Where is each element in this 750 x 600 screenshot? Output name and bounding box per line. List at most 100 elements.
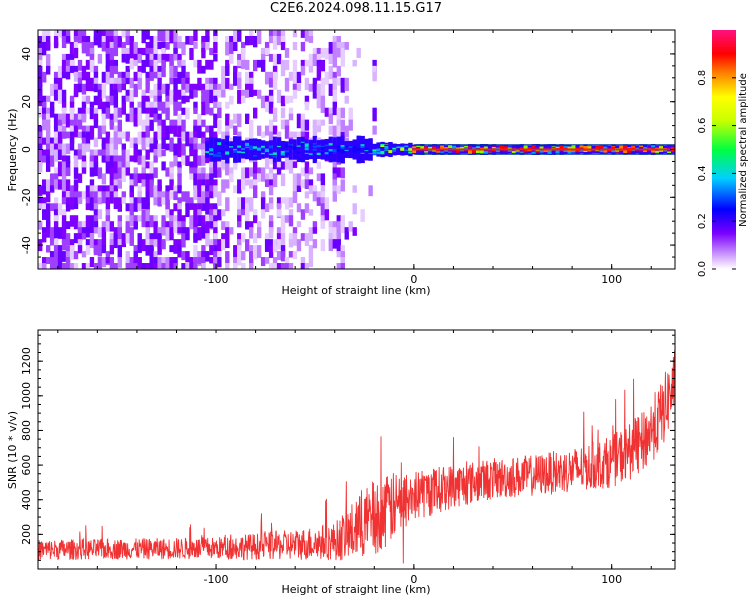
heatmap-cell (268, 101, 274, 114)
heatmap-cell (153, 263, 158, 269)
heatmap-cell (53, 179, 59, 190)
heatmap-cell (324, 107, 330, 117)
heatmap-cell (241, 59, 246, 69)
heatmap-cell (117, 179, 123, 189)
heatmap-cell (81, 83, 87, 95)
heatmap-cell (320, 59, 326, 72)
heatmap-band-core (583, 150, 588, 153)
heatmap-band-core (360, 145, 365, 147)
heatmap-cell (85, 77, 91, 89)
heatmap-band-core (320, 152, 326, 154)
heatmap-cell (109, 173, 115, 188)
heatmap-cell (217, 107, 222, 119)
heatmap-cell (149, 107, 154, 118)
heatmap-cell (332, 239, 337, 249)
heatmap-band-core (639, 149, 644, 153)
heatmap-cell (97, 185, 103, 194)
heatmap-cell (53, 35, 59, 46)
heatmap-cell (185, 95, 190, 103)
heatmap-cell (181, 125, 186, 136)
heatmap-cell (141, 197, 146, 209)
heatmap-cell (284, 197, 290, 210)
heatmap-cell (213, 203, 218, 210)
heatmap-band-core (316, 152, 322, 156)
heatmap-cell (61, 125, 67, 135)
heatmap-cell (69, 65, 75, 73)
heatmap-cell (185, 197, 190, 207)
heatmap-cell (268, 221, 274, 233)
heatmap-cell (308, 185, 314, 194)
heatmap-cell (233, 263, 238, 269)
heatmap-band-core (360, 144, 365, 148)
heatmap-cell (201, 227, 206, 239)
heatmap-band-core (304, 147, 310, 151)
heatmap-cell (141, 89, 146, 101)
heatmap-cell (185, 203, 190, 218)
heatmap-cell (177, 77, 182, 84)
heatmap-cell (328, 221, 334, 228)
heatmap-cell (69, 101, 75, 112)
heatmap-cell (296, 131, 302, 139)
heatmap-cell (324, 197, 330, 212)
heatmap-cell (205, 173, 210, 185)
heatmap-band-core (380, 148, 385, 150)
heatmap-band-core (372, 147, 377, 150)
heatmap-cell (225, 113, 230, 126)
heatmap-cell (320, 203, 326, 217)
heatmap-band-core (647, 150, 652, 153)
heatmap-cell (73, 161, 79, 173)
heatmap-cell (81, 227, 87, 235)
heatmap-cell (137, 65, 142, 77)
heatmap-cell (53, 77, 59, 89)
heatmap-cell (316, 47, 322, 59)
heatmap-cell (57, 143, 63, 153)
heatmap-cell (101, 107, 107, 117)
heatmap-band-core (296, 148, 302, 150)
heatmap-cell (249, 131, 254, 139)
heatmap-cell (272, 263, 278, 269)
heatmap-cell (229, 173, 234, 183)
heatmap-cell (233, 185, 238, 194)
heatmap-cell (125, 47, 130, 59)
heatmap-cell (205, 41, 210, 51)
heatmap-cell (173, 191, 178, 201)
heatmap-cell (193, 173, 198, 181)
heatmap-cell (97, 35, 103, 48)
heatmap-cell (81, 107, 87, 120)
heatmap-cell (268, 185, 274, 196)
heatmap-band-core (312, 143, 318, 145)
heatmap-cell (225, 251, 230, 264)
heatmap-cell (109, 59, 115, 69)
heatmap-cell (304, 179, 310, 190)
heatmap-cell (125, 251, 130, 265)
heatmap-cell (109, 191, 115, 204)
heatmap-cell (280, 119, 286, 130)
heatmap-cell (300, 263, 306, 269)
heatmap-band-core (233, 150, 238, 153)
heatmap-cell (125, 65, 130, 78)
heatmap-band-core (408, 148, 413, 151)
heatmap-cell (181, 41, 186, 56)
heatmap-cell (284, 59, 290, 71)
heatmap-cell (105, 257, 111, 264)
heatmap-cell (41, 137, 47, 145)
heatmap-cell (197, 59, 202, 68)
colorbar-tick-label: 0.0 (697, 261, 708, 277)
heatmap-band-core (388, 150, 393, 154)
heatmap-cell (105, 143, 111, 150)
heatmap-cell (193, 101, 198, 111)
heatmap-band-core (651, 149, 656, 153)
heatmap-cell (125, 53, 130, 64)
heatmap-band (360, 135, 365, 164)
heatmap-cell (85, 83, 91, 92)
heatmap-cell (137, 53, 142, 64)
heatmap-cell (53, 137, 59, 146)
heatmap-cell (137, 173, 142, 183)
heatmap-cell (129, 155, 134, 162)
heatmap-cell (300, 41, 306, 52)
heatmap-cell (213, 185, 218, 198)
heatmap-cell (93, 113, 99, 122)
heatmap-cell (193, 59, 198, 68)
heatmap-cell (105, 185, 111, 194)
heatmap-peak (583, 148, 588, 151)
